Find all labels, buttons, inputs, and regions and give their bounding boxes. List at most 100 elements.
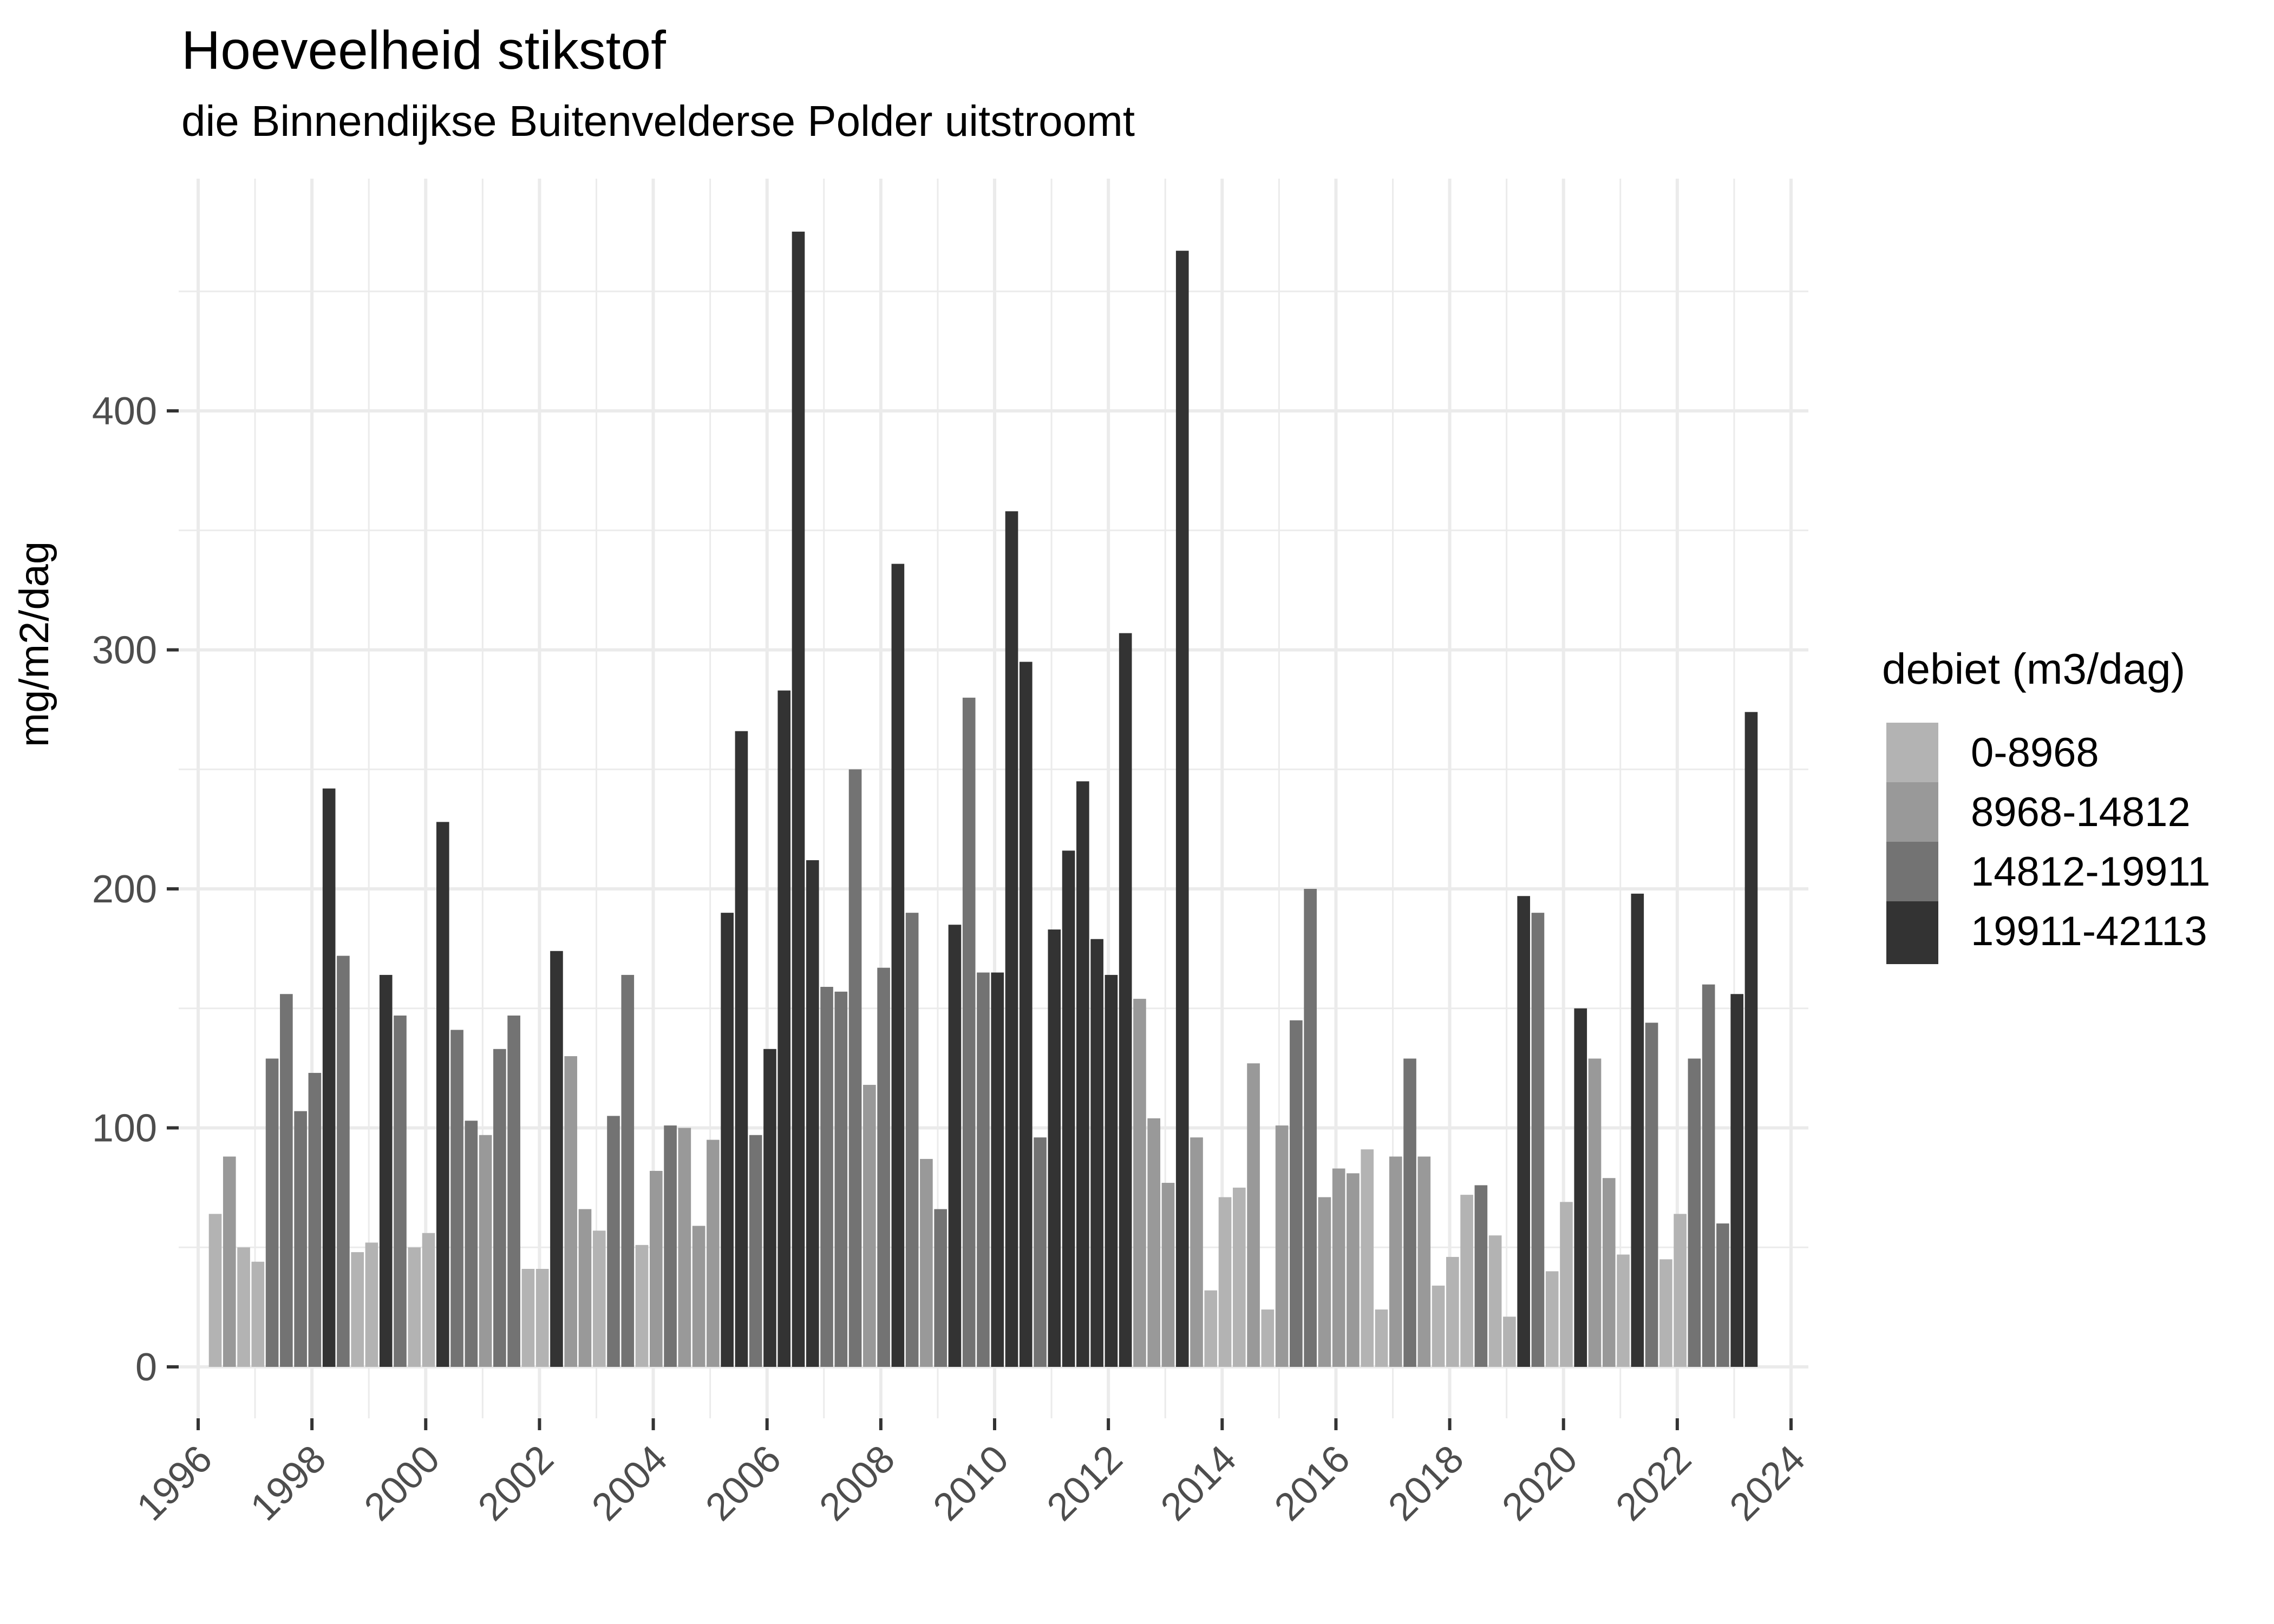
bar bbox=[1318, 1197, 1331, 1367]
bar bbox=[1645, 1023, 1658, 1367]
bar bbox=[1446, 1256, 1459, 1367]
bar bbox=[948, 925, 962, 1367]
bar bbox=[1105, 974, 1118, 1367]
bar bbox=[436, 822, 449, 1367]
bar bbox=[1034, 1137, 1047, 1367]
bar bbox=[977, 972, 990, 1367]
bar bbox=[479, 1135, 492, 1367]
bar bbox=[422, 1233, 435, 1367]
x-tick-label: 2012 bbox=[1039, 1437, 1131, 1529]
legend-label: 0-8968 bbox=[1971, 730, 2099, 776]
bar bbox=[1375, 1309, 1388, 1367]
bar bbox=[493, 1049, 506, 1367]
bar bbox=[1688, 1058, 1701, 1367]
bar bbox=[1617, 1254, 1630, 1367]
bar bbox=[1588, 1058, 1602, 1367]
bar bbox=[1403, 1058, 1416, 1367]
chart-subtitle: die Binnendijkse Buitenvelderse Polder u… bbox=[181, 97, 1135, 145]
bar bbox=[535, 1268, 549, 1367]
bar bbox=[1602, 1178, 1616, 1367]
bar bbox=[777, 690, 791, 1367]
bar bbox=[863, 1085, 876, 1367]
bar bbox=[1247, 1063, 1260, 1367]
bar bbox=[877, 967, 890, 1367]
bar bbox=[1730, 994, 1744, 1367]
bar bbox=[1417, 1156, 1431, 1367]
bar bbox=[1204, 1290, 1218, 1367]
bar bbox=[1290, 1020, 1303, 1367]
bar bbox=[1702, 984, 1715, 1367]
bar bbox=[1744, 712, 1758, 1367]
bar bbox=[1517, 896, 1530, 1367]
bar bbox=[692, 1226, 705, 1367]
y-tick-label: 200 bbox=[92, 868, 157, 911]
bar bbox=[1474, 1185, 1488, 1367]
x-tick-label: 2002 bbox=[470, 1437, 562, 1529]
bar bbox=[1503, 1317, 1516, 1367]
bar bbox=[1218, 1197, 1232, 1367]
bar bbox=[1275, 1125, 1289, 1367]
bar bbox=[1175, 251, 1189, 1367]
x-tick-label: 2008 bbox=[811, 1437, 903, 1529]
bar bbox=[251, 1261, 265, 1367]
bar bbox=[578, 1209, 592, 1367]
bar bbox=[721, 913, 734, 1367]
bar bbox=[1389, 1156, 1402, 1367]
bar bbox=[1560, 1202, 1573, 1367]
bar bbox=[208, 1214, 222, 1367]
y-tick-label: 100 bbox=[92, 1107, 157, 1150]
bar bbox=[1460, 1195, 1473, 1367]
bar bbox=[550, 951, 563, 1367]
bar bbox=[820, 987, 833, 1367]
bar bbox=[1659, 1259, 1672, 1367]
bar bbox=[621, 974, 635, 1367]
bar bbox=[521, 1268, 535, 1367]
bar bbox=[564, 1056, 578, 1367]
bar bbox=[962, 697, 976, 1367]
bar bbox=[280, 994, 293, 1367]
bar bbox=[1488, 1235, 1502, 1367]
bar bbox=[1716, 1223, 1729, 1367]
bar bbox=[365, 1242, 378, 1367]
bar bbox=[1161, 1183, 1175, 1367]
legend-swatch bbox=[1886, 782, 1938, 845]
bar bbox=[905, 913, 919, 1367]
y-tick-label: 300 bbox=[92, 629, 157, 672]
bar bbox=[1005, 511, 1018, 1367]
bar bbox=[650, 1170, 663, 1367]
legend-swatch bbox=[1886, 723, 1938, 785]
bar bbox=[934, 1209, 948, 1367]
bar bbox=[1190, 1137, 1203, 1367]
bar bbox=[848, 769, 862, 1367]
bar bbox=[1545, 1271, 1559, 1367]
bar bbox=[664, 1125, 677, 1367]
legend-swatch bbox=[1886, 901, 1938, 964]
bar bbox=[308, 1072, 322, 1367]
bar bbox=[1574, 1008, 1587, 1367]
bar bbox=[1119, 633, 1132, 1367]
bar bbox=[1048, 929, 1061, 1367]
bar bbox=[379, 974, 393, 1367]
legend-swatch bbox=[1886, 842, 1938, 905]
y-tick-label: 0 bbox=[135, 1346, 157, 1389]
bar bbox=[1019, 662, 1033, 1367]
x-tick-label: 2018 bbox=[1380, 1437, 1472, 1529]
bar bbox=[237, 1247, 250, 1367]
x-tick-label: 2010 bbox=[925, 1437, 1017, 1529]
bar bbox=[1261, 1309, 1275, 1367]
chart-title: Hoeveelheid stikstof bbox=[181, 20, 666, 81]
bar bbox=[920, 1158, 933, 1367]
bar bbox=[635, 1245, 649, 1367]
bar bbox=[1347, 1173, 1360, 1367]
bar bbox=[592, 1230, 606, 1367]
x-tick-label: 2016 bbox=[1266, 1437, 1358, 1529]
legend-title: debiet (m3/dag) bbox=[1882, 645, 2186, 693]
bar bbox=[1147, 1118, 1161, 1367]
bar bbox=[1432, 1285, 1445, 1367]
bar bbox=[763, 1049, 776, 1367]
bar bbox=[337, 955, 350, 1367]
legend-label: 19911-42113 bbox=[1971, 908, 2207, 954]
bar bbox=[1304, 889, 1317, 1367]
bar bbox=[265, 1058, 279, 1367]
bar bbox=[450, 1030, 463, 1367]
